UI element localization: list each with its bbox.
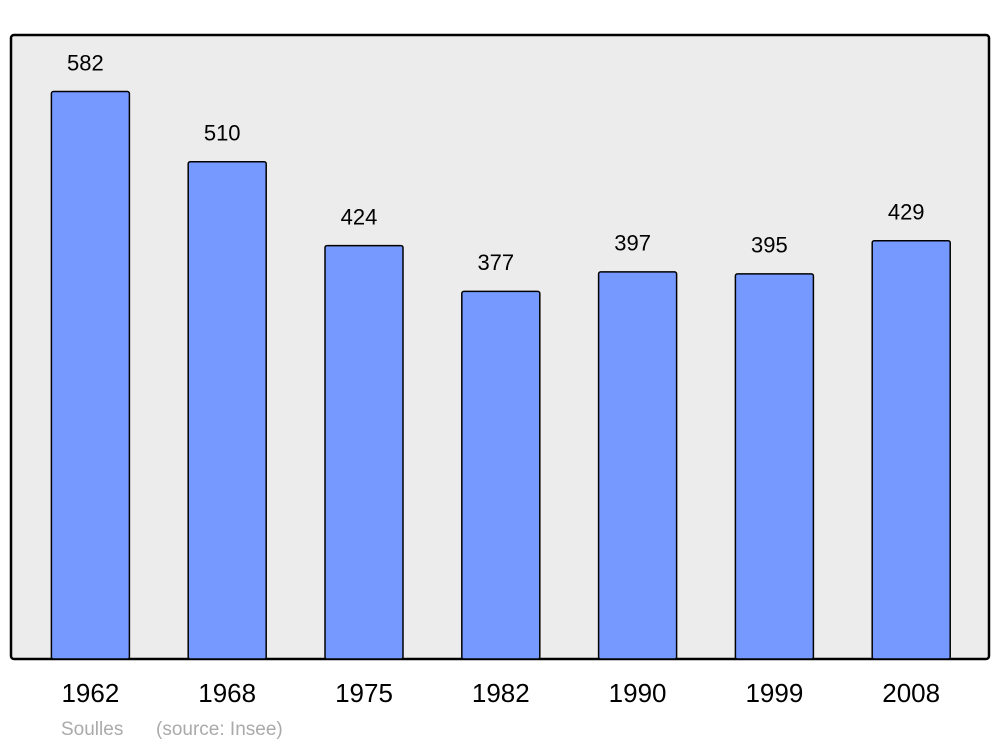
bar xyxy=(597,271,678,660)
value-label: 582 xyxy=(67,50,104,75)
bar xyxy=(871,239,951,660)
x-tick-label: 2008 xyxy=(882,678,940,708)
x-tick-label: 1990 xyxy=(609,678,667,708)
value-label: 395 xyxy=(751,233,788,258)
value-label: 377 xyxy=(477,250,514,275)
bar xyxy=(734,273,815,660)
value-label: 510 xyxy=(204,121,241,146)
bar xyxy=(461,290,541,660)
value-label: 429 xyxy=(888,200,925,225)
bar xyxy=(187,161,267,660)
source-note: (source: Insee) xyxy=(156,719,283,740)
value-label: 397 xyxy=(614,231,651,256)
bar xyxy=(50,90,131,660)
x-tick-label: 1982 xyxy=(472,678,530,708)
x-tick-label: 1968 xyxy=(198,678,256,708)
x-tick-label: 1962 xyxy=(61,678,119,708)
bar xyxy=(324,244,404,660)
x-tick-label: 1975 xyxy=(335,678,393,708)
x-tick-label: 1999 xyxy=(745,678,803,708)
chart-title: Soulles xyxy=(61,719,123,740)
value-label: 424 xyxy=(341,204,378,229)
